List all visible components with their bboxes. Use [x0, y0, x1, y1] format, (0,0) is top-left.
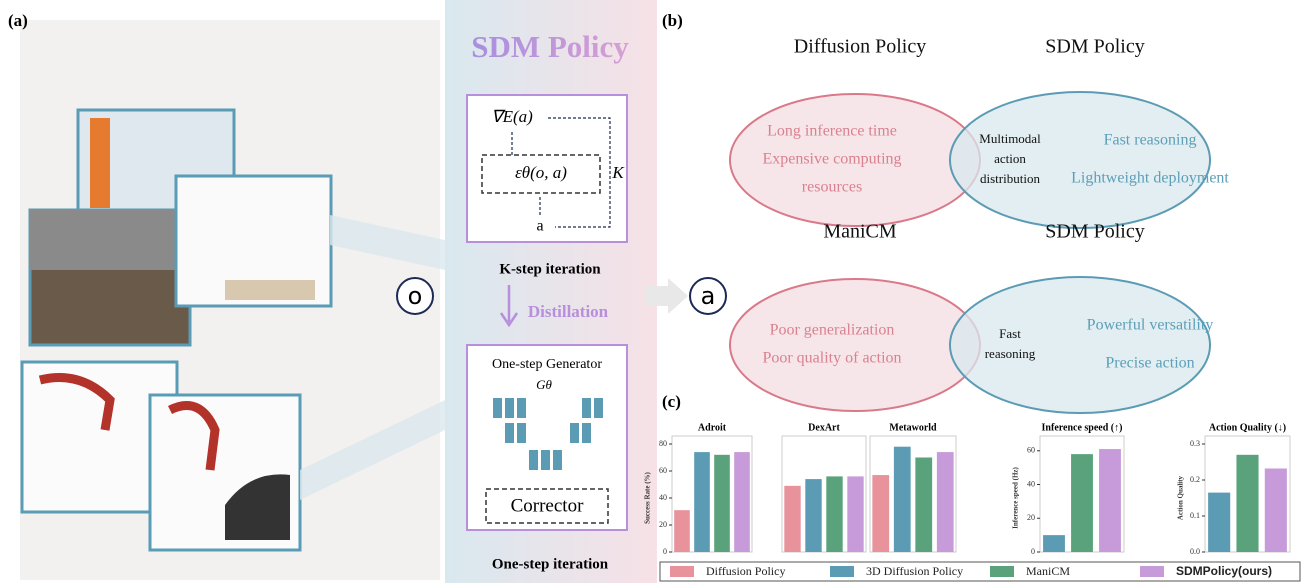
- y-tick-label: 40: [1027, 479, 1035, 488]
- steps: K: [611, 163, 625, 182]
- venn-item: Multimodal: [979, 131, 1041, 146]
- bar: [1265, 468, 1287, 552]
- bar: [714, 455, 730, 552]
- bar: [1236, 455, 1258, 552]
- panel-label: (c): [662, 392, 681, 411]
- distillation: Distillation: [528, 302, 609, 321]
- y-axis-label: Action Quality: [1177, 475, 1185, 520]
- y-tick-label: 40: [659, 493, 667, 502]
- k-step-caption: K-step iteration: [499, 261, 601, 277]
- bar: [872, 475, 889, 552]
- venn-item: distribution: [980, 171, 1040, 186]
- generator: One-step Generator: [492, 357, 602, 372]
- venn-item: Fast: [999, 326, 1021, 341]
- bar: [826, 476, 842, 552]
- y-tick-label: 0.0: [1190, 547, 1200, 556]
- venn-right: [950, 92, 1210, 228]
- venn-left: [730, 279, 980, 411]
- y-tick-label: 0.2: [1190, 475, 1200, 484]
- bar: [734, 452, 750, 552]
- bar: [674, 510, 690, 552]
- energy-gradient: ∇E(a): [491, 107, 533, 126]
- venn-item: Poor generalization: [770, 322, 895, 339]
- scene-images: [20, 20, 445, 580]
- legend-swatch: [1140, 566, 1164, 577]
- one-step-caption: One-step iteration: [492, 556, 609, 572]
- y-tick-label: 0: [663, 547, 667, 556]
- bar: [1208, 493, 1230, 552]
- venn-title: SDM Policy: [1045, 36, 1144, 58]
- legend-label: ManiCM: [1026, 564, 1070, 578]
- action: a: [701, 282, 716, 310]
- venn-item: Fast reasoning: [1104, 132, 1197, 149]
- generator-symbol: Gθ: [536, 377, 552, 392]
- y-tick-label: 0: [1031, 547, 1035, 556]
- bar: [915, 458, 932, 553]
- chart-title: Adroit: [698, 422, 727, 433]
- y-tick-label: 0.3: [1190, 439, 1200, 448]
- legend-swatch: [990, 566, 1014, 577]
- legend-label: SDMPolicy(ours): [1176, 564, 1272, 578]
- panel-label: (b): [662, 11, 683, 30]
- bar: [805, 479, 821, 552]
- venn-item: reasoning: [985, 346, 1036, 361]
- venn-item: Long inference time: [767, 123, 897, 140]
- bar: [894, 447, 911, 552]
- bar: [937, 452, 954, 552]
- y-tick-label: 20: [659, 520, 667, 529]
- chart-title: Inference speed (↑): [1042, 422, 1123, 433]
- venn-item: Powerful versatility: [1087, 317, 1214, 334]
- y-tick-label: 0.1: [1190, 511, 1200, 520]
- chart-title: Metaworld: [889, 422, 937, 433]
- legend-swatch: [830, 566, 854, 577]
- y-axis-label: Success Rate (%): [644, 471, 652, 523]
- bar: [694, 452, 710, 552]
- bar: [847, 476, 863, 552]
- y-tick-label: 60: [659, 466, 667, 475]
- corrector: Corrector: [511, 495, 584, 516]
- panel-label: (a): [8, 11, 28, 30]
- observation: o: [408, 282, 423, 310]
- venn-item: action: [994, 151, 1026, 166]
- denoiser: εθ(o, a): [515, 163, 567, 182]
- bar: [1071, 454, 1093, 552]
- chart-title: DexArt: [808, 422, 840, 433]
- chart-title: Action Quality (↓): [1209, 422, 1286, 433]
- figure: (a) SDM Policy ∇E(a) εθ(o, a) K a K-step…: [0, 0, 1312, 583]
- input-action: a: [536, 218, 543, 235]
- venn-title: ManiCM: [823, 221, 897, 243]
- y-axis-label: Inference speed (Hz): [1012, 466, 1020, 528]
- venn-title: SDM Policy: [1045, 221, 1144, 243]
- y-tick-label: 20: [1027, 513, 1035, 522]
- y-tick-label: 80: [659, 439, 667, 448]
- venn-item: Expensive computing: [762, 151, 901, 168]
- venn-item: Precise action: [1105, 355, 1194, 372]
- bar: [784, 486, 800, 552]
- venn-item: Poor quality of action: [762, 350, 901, 367]
- venn-item: Lightweight deployment: [1071, 170, 1229, 187]
- bar: [1099, 449, 1121, 552]
- y-tick-label: 60: [1027, 446, 1035, 455]
- legend-label: 3D Diffusion Policy: [866, 564, 963, 578]
- venn-title: Diffusion Policy: [794, 36, 926, 58]
- legend-swatch: [670, 566, 694, 577]
- legend-label: Diffusion Policy: [706, 564, 785, 578]
- bar: [1043, 535, 1065, 552]
- method-title: SDM Policy: [471, 29, 629, 64]
- venn-item: resources: [802, 179, 862, 196]
